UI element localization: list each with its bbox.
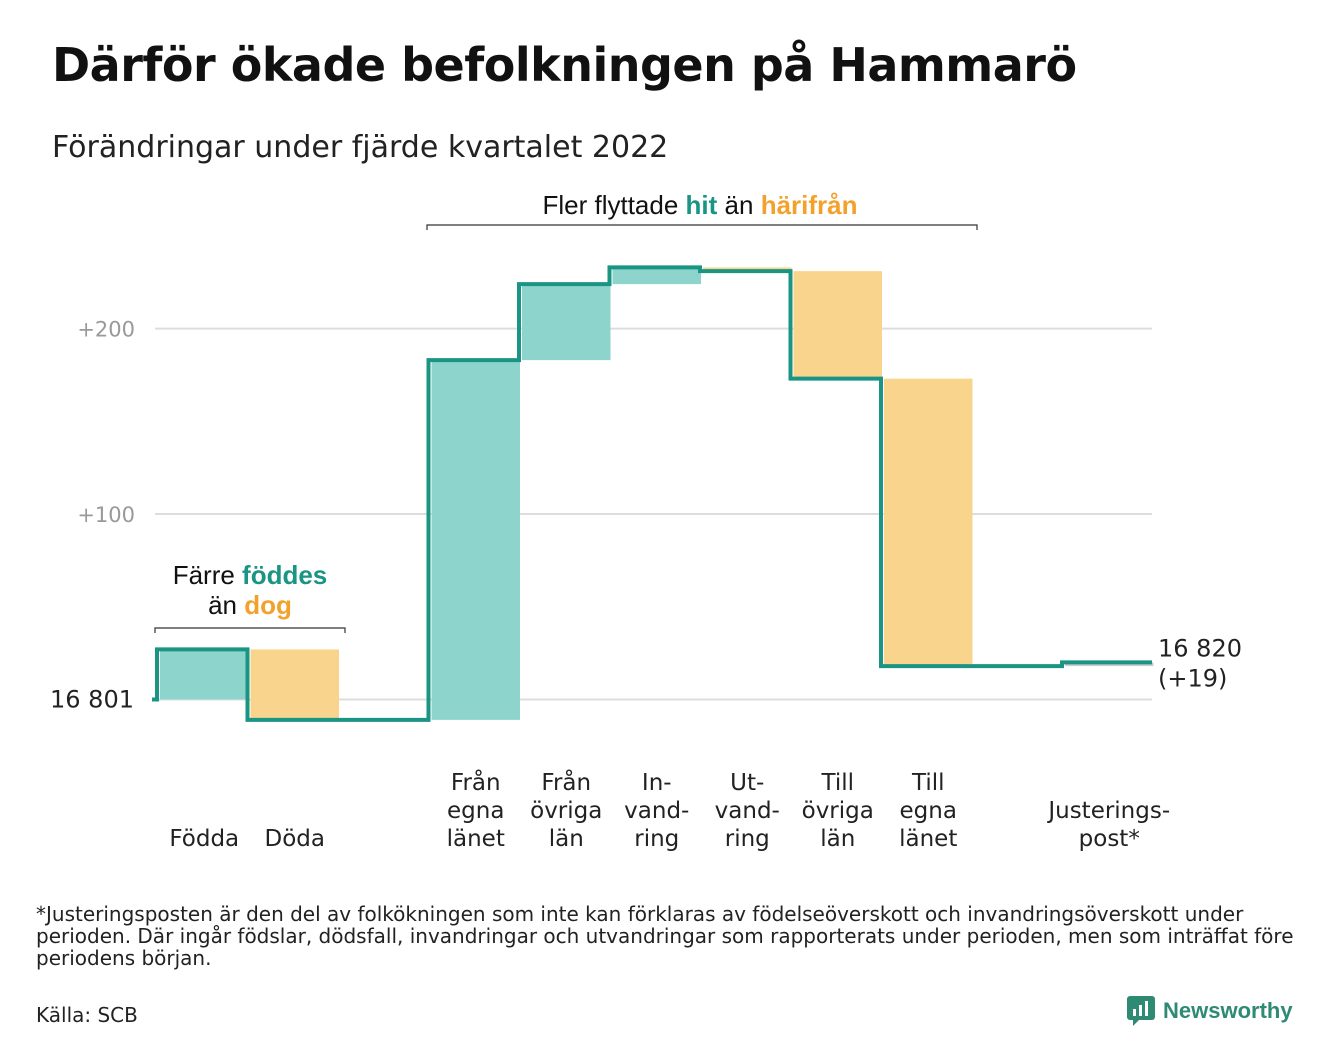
births-highlight: föddes: [242, 560, 327, 590]
category-label: ring: [725, 826, 770, 852]
category-label: län: [549, 826, 584, 852]
newsworthy-logo-icon: [1127, 996, 1155, 1026]
migration-bracket: [426, 224, 978, 230]
migration-annotation-text: Fler flyttade: [542, 190, 685, 220]
brand-logo: Newsworthy: [1127, 996, 1293, 1026]
births-bracket: [154, 627, 346, 633]
migration-in-highlight: hit: [686, 190, 718, 220]
y-tick-label: +200: [77, 318, 135, 342]
births-annotation-line1: Färre föddes: [173, 560, 328, 590]
deaths-highlight: dog: [244, 590, 292, 620]
category-label: vand-: [715, 798, 780, 824]
category-label: Från: [541, 768, 591, 796]
category-label: Justerings-: [1046, 798, 1170, 824]
end-change-label: (+19): [1158, 664, 1227, 692]
waterfall-bar: [431, 360, 520, 720]
category-label: Födda: [169, 826, 239, 852]
category-label: post*: [1079, 826, 1140, 852]
waterfall-bar: [793, 271, 882, 379]
brand-name: Newsworthy: [1163, 998, 1293, 1023]
category-label: övriga: [530, 798, 602, 824]
category-label: Ut-: [730, 770, 764, 796]
births-annotation-text: Färre: [173, 560, 242, 590]
waterfall-bar: [884, 378, 973, 667]
y-tick-label: +100: [77, 503, 135, 527]
category-label: Döda: [265, 826, 325, 852]
category-label: Från: [451, 768, 501, 796]
footnote: *Justeringsposten är den del av folkökni…: [36, 902, 1294, 970]
category-label: egna: [900, 798, 957, 824]
waterfall-bar: [612, 267, 701, 285]
source-note: Källa: SCB: [36, 1003, 138, 1027]
start-value-label: 16 801: [50, 685, 134, 713]
waterfall-bar: [160, 649, 249, 700]
end-value-label: 16 820: [1158, 634, 1242, 662]
category-label: Till: [820, 770, 854, 796]
category-label: Till: [911, 770, 945, 796]
chart-title: Därför ökade befolkningen på Hammarö: [52, 38, 1077, 92]
waterfall-bar: [250, 649, 339, 720]
category-label: län: [820, 826, 855, 852]
migration-annotation: Fler flyttade hit än härifrån: [542, 190, 857, 220]
births-annotation-line2: än dog: [208, 590, 292, 620]
category-label: ring: [634, 826, 679, 852]
chart-subtitle: Förändringar under fjärde kvartalet 2022: [52, 130, 669, 165]
migration-annotation-text: än: [717, 190, 760, 220]
category-label: In-: [642, 770, 672, 796]
category-label: länet: [447, 826, 505, 852]
cumulative-line: [152, 265, 1152, 722]
category-label: egna: [447, 798, 504, 824]
deaths-annotation-text: än: [208, 590, 244, 620]
waterfall-bar: [522, 284, 611, 361]
category-label: vand-: [624, 798, 689, 824]
migration-out-highlight: härifrån: [761, 190, 858, 220]
category-label: länet: [899, 826, 957, 852]
category-label: övriga: [802, 798, 874, 824]
